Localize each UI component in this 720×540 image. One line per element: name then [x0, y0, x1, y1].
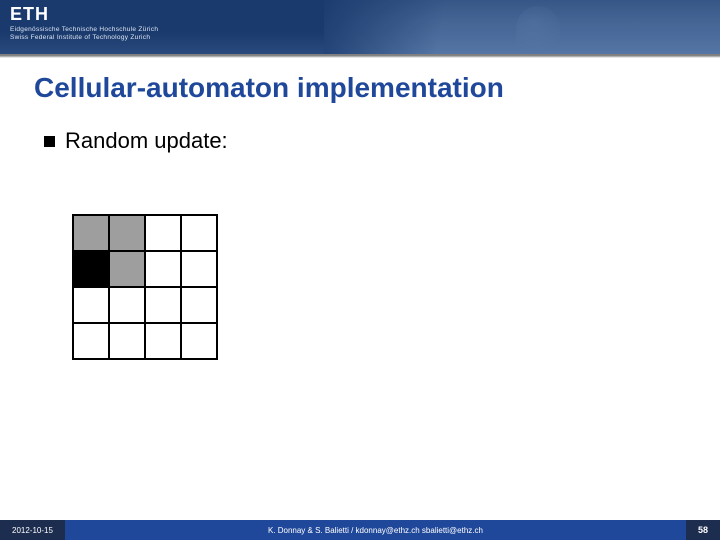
eth-subtitle: Eidgenössische Technische Hochschule Zür…: [10, 26, 158, 42]
bullet-item: Random update:: [44, 128, 228, 154]
ca-cell: [145, 215, 181, 251]
header-band: ETH Eidgenössische Technische Hochschule…: [0, 0, 720, 54]
cellular-automaton-grid: [72, 214, 218, 360]
ca-cell: [109, 215, 145, 251]
ca-cell: [73, 251, 109, 287]
ca-cell: [109, 323, 145, 359]
ca-cell: [145, 251, 181, 287]
square-bullet-icon: [44, 136, 55, 147]
eth-sub-line1: Eidgenössische Technische Hochschule Zür…: [10, 26, 158, 33]
ca-cell: [181, 251, 217, 287]
footer-authors: K. Donnay & S. Balietti / kdonnay@ethz.c…: [65, 520, 686, 540]
ca-grid-table: [72, 214, 218, 360]
ca-cell: [181, 215, 217, 251]
slide-title: Cellular-automaton implementation: [34, 72, 504, 104]
eth-sub-line2: Swiss Federal Institute of Technology Zu…: [10, 34, 150, 41]
header-photo-dome: [516, 6, 560, 50]
bullet-text: Random update:: [65, 128, 228, 154]
ca-cell: [181, 287, 217, 323]
ca-cell: [109, 287, 145, 323]
ca-cell: [109, 251, 145, 287]
ca-cell: [73, 323, 109, 359]
header-divider: [0, 54, 720, 58]
eth-logo: ETH: [10, 4, 49, 25]
footer-date: 2012-10-15: [0, 520, 65, 540]
ca-cell: [73, 287, 109, 323]
ca-cell: [145, 323, 181, 359]
ca-cell: [73, 215, 109, 251]
ca-cell: [145, 287, 181, 323]
footer-page-number: 58: [686, 520, 720, 540]
ca-cell: [181, 323, 217, 359]
footer-bar: 2012-10-15 K. Donnay & S. Balietti / kdo…: [0, 520, 720, 540]
